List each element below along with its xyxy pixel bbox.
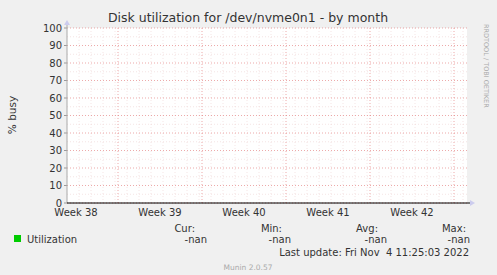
last-update: Last update: Fri Nov 4 11:25:03 2022: [279, 247, 469, 258]
y-tick-label: 20: [49, 163, 62, 174]
minor-grid: [67, 71, 467, 72]
minor-grid: [67, 124, 467, 125]
y-grid: [67, 98, 467, 99]
y-arrow: [64, 20, 70, 25]
y-grid: [67, 168, 467, 169]
y-grid: [67, 45, 467, 46]
plot-area: [67, 28, 467, 203]
y-tick-label: 70: [49, 75, 62, 86]
y-grid: [67, 133, 467, 134]
legend-header: Cur:: [174, 223, 195, 234]
y-grid: [67, 150, 467, 151]
y-tick-label: 90: [49, 40, 62, 51]
y-tick-label: 60: [49, 93, 62, 104]
y-tick-label: 30: [49, 145, 62, 156]
y-grid: [67, 115, 467, 116]
minor-grid: [67, 176, 467, 177]
y-label: % busy: [6, 96, 18, 134]
y-tick-label: 40: [49, 128, 62, 139]
side-text: RRDTOOL / TOBI OETIKER: [482, 24, 490, 108]
y-tick-label: 80: [49, 58, 62, 69]
legend-header: Min:: [261, 223, 282, 234]
minor-grid: [67, 89, 467, 90]
legend-value: -nan: [269, 234, 291, 245]
y-grid: [67, 63, 467, 64]
x-arrow: [470, 200, 475, 206]
legend-value: -nan: [448, 234, 470, 245]
y-tick-label: 10: [49, 180, 62, 191]
x-tick-label: Week 39: [138, 207, 181, 218]
x-tick-label: Week 42: [390, 207, 433, 218]
legend-value: -nan: [365, 234, 387, 245]
chart: 0102030405060708090100Week 38Week 39Week…: [0, 0, 497, 275]
y-tick-label: 100: [43, 23, 62, 34]
legend-value: -nan: [185, 234, 207, 245]
minor-grid: [67, 194, 467, 195]
legend-header: Max:: [442, 223, 466, 234]
y-grid: [67, 80, 467, 81]
grid: [67, 28, 467, 203]
minor-grid: [67, 106, 467, 107]
x-tick-label: Week 41: [306, 207, 349, 218]
y-grid: [67, 185, 467, 186]
minor-grid: [67, 54, 467, 55]
x-tick-label: Week 40: [222, 207, 265, 218]
footer: Munin 2.0.57: [223, 263, 272, 272]
x-tick-label: Week 38: [54, 207, 97, 218]
legend-header: Avg:: [356, 223, 378, 234]
minor-grid: [67, 36, 467, 37]
minor-grid: [67, 159, 467, 160]
legend-swatch: [14, 235, 21, 242]
minor-grid: [67, 141, 467, 142]
y-tick-label: 50: [49, 110, 62, 121]
legend-label: Utilization: [27, 234, 77, 245]
y-axis: [67, 22, 68, 203]
y-grid: [67, 28, 467, 29]
x-axis: [67, 203, 473, 204]
title: Disk utilization for /dev/nvme0n1 - by m…: [108, 10, 388, 25]
